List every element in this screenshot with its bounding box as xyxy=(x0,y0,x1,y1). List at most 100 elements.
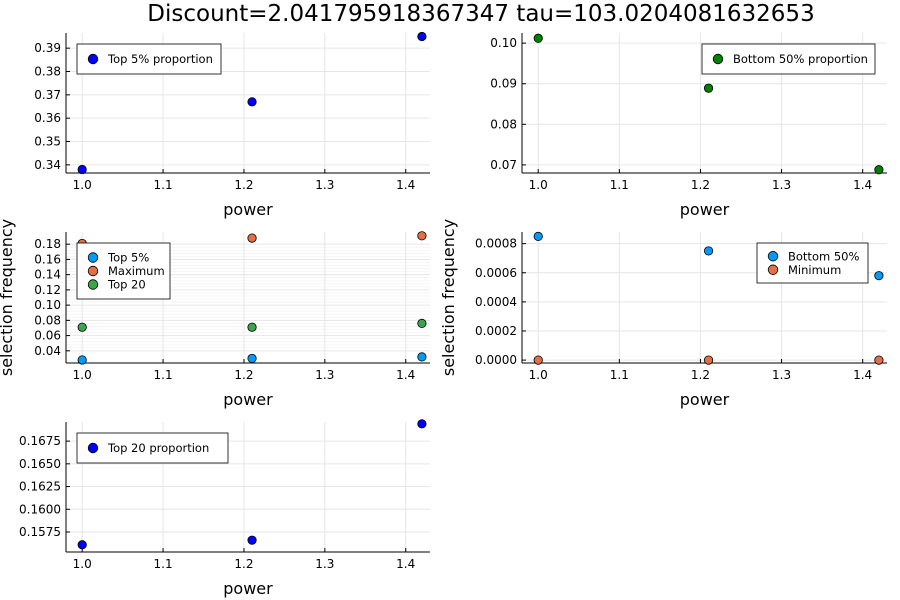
legend-box xyxy=(76,43,222,75)
data-point xyxy=(417,419,427,429)
data-point xyxy=(703,246,714,256)
y-axis-label: selection frequency xyxy=(439,219,458,376)
y-tick-label: 0.04 xyxy=(34,344,61,358)
data-point xyxy=(703,355,714,365)
y-tick-label: 0.0006 xyxy=(475,266,517,280)
x-axis-label: power xyxy=(223,579,273,598)
y-tick-label: 0.0002 xyxy=(475,324,517,338)
y-tick-label: 0.34 xyxy=(34,158,61,172)
y-tick-label: 0.0008 xyxy=(475,237,517,251)
y-tick-label: 0.1625 xyxy=(19,480,61,494)
x-tick-label: 1.2 xyxy=(234,178,253,192)
x-tick-label: 1.0 xyxy=(529,178,548,192)
legend-marker xyxy=(87,265,99,277)
data-point xyxy=(247,233,257,243)
legend-label: Bottom 50% proportion xyxy=(733,52,868,66)
data-point xyxy=(703,83,714,93)
data-point xyxy=(417,31,427,42)
y-tick-label: 0.1650 xyxy=(19,457,61,471)
data-point xyxy=(874,271,884,281)
y-tick-label: 0.0004 xyxy=(475,295,517,309)
y-tick-label: 0.08 xyxy=(490,117,517,131)
x-tick-label: 1.3 xyxy=(772,368,791,382)
x-tick-label: 1.2 xyxy=(691,178,710,192)
x-tick-label: 1.3 xyxy=(772,178,791,192)
data-point xyxy=(874,355,884,365)
x-tick-label: 1.0 xyxy=(73,368,92,382)
x-tick-label: 1.2 xyxy=(234,368,253,382)
legend-label: Top 5% proportion xyxy=(107,52,213,66)
y-tick-label: 0.0000 xyxy=(475,353,517,367)
legend-marker xyxy=(712,53,724,65)
y-tick-label: 0.1575 xyxy=(19,525,61,539)
data-point xyxy=(417,352,427,362)
legend-marker xyxy=(767,264,779,275)
subplot-1: 1.0 1.1 1.2 1.3 1.4 0.34 0.35 0.36 0.37 0.38 0.39 p… xyxy=(34,31,430,219)
y-tick-label: 0.39 xyxy=(34,41,61,55)
x-axis-label: power xyxy=(680,200,730,219)
legend-box xyxy=(756,242,869,284)
subplot-4: 1.0 1.1 1.2 1.3 1.4 0.0000 0.0002 0.0004 0.0006 0… xyxy=(439,219,887,409)
x-tick-label: 1.4 xyxy=(853,178,872,192)
x-tick-label: 1.1 xyxy=(154,557,173,571)
x-tick-label: 1.1 xyxy=(154,178,173,192)
y-tick-label: 0.38 xyxy=(34,65,61,79)
y-tick-label: 0.37 xyxy=(34,88,61,102)
y-tick-label: 0.08 xyxy=(34,313,61,327)
legend-marker xyxy=(87,53,99,65)
legend-box xyxy=(701,43,876,75)
subplot-2: 1.0 1.1 1.2 1.3 1.4 0.07 0.08 0.09 0.10 power Bott… xyxy=(490,33,887,219)
x-tick-label: 1.4 xyxy=(396,368,415,382)
data-point xyxy=(533,231,543,241)
legend: Top 5% proportion xyxy=(76,43,222,75)
legend-label: Top 20 xyxy=(107,278,146,292)
x-tick-label: 1.3 xyxy=(315,178,334,192)
y-tick-label: 0.1675 xyxy=(19,434,61,448)
x-axis-label: power xyxy=(680,390,730,409)
legend: Top 20 proportion xyxy=(76,432,229,464)
y-tick-label: 0.10 xyxy=(34,298,61,312)
x-tick-label: 1.1 xyxy=(154,368,173,382)
legend-marker xyxy=(87,252,99,263)
x-tick-label: 1.3 xyxy=(315,368,334,382)
y-tick-label: 0.14 xyxy=(34,268,61,282)
y-tick-label: 0.35 xyxy=(34,135,61,149)
data-point xyxy=(247,322,257,332)
y-tick-label: 0.10 xyxy=(490,36,517,50)
data-point xyxy=(77,355,87,365)
legend-marker xyxy=(87,442,99,454)
legend-label: Top 20 proportion xyxy=(107,441,209,455)
legend-label: Maximum xyxy=(108,264,165,278)
subplot-5: 1.0 1.1 1.2 1.3 1.4 0.1575 0.1600 0.1625 0.1650 0… xyxy=(19,419,430,598)
data-point xyxy=(247,535,257,545)
data-point xyxy=(417,318,427,328)
x-tick-label: 1.0 xyxy=(73,557,92,571)
data-point xyxy=(533,355,543,365)
data-point xyxy=(77,540,87,550)
data-point xyxy=(874,165,884,175)
x-tick-label: 1.2 xyxy=(691,368,710,382)
x-tick-label: 1.1 xyxy=(610,368,629,382)
x-tick-label: 1.4 xyxy=(396,557,415,571)
data-point xyxy=(77,164,87,175)
main-title: Discount=2.041795918367347 tau=103.02040… xyxy=(147,1,814,27)
x-tick-label: 1.3 xyxy=(315,557,334,571)
data-point xyxy=(417,231,427,241)
x-tick-label: 1.0 xyxy=(73,178,92,192)
data-point xyxy=(247,353,257,364)
y-tick-label: 0.09 xyxy=(490,77,517,91)
x-tick-label: 1.4 xyxy=(396,178,415,192)
x-tick-label: 1.1 xyxy=(610,178,629,192)
subplot-3: 1.0 1.1 1.2 1.3 1.4 0.040.06 0.080.100.120.14 0… xyxy=(0,219,430,409)
legend-label: Top 5% xyxy=(107,251,149,265)
y-axis-label: selection frequency xyxy=(0,219,16,376)
y-tick-label: 0.18 xyxy=(34,237,61,251)
y-tick-label: 0.07 xyxy=(490,158,517,172)
y-tick-label: 0.16 xyxy=(34,252,61,266)
data-point xyxy=(533,33,543,43)
legend: Bottom 50% proportion xyxy=(701,43,876,75)
legend-label: Bottom 50% xyxy=(788,249,859,263)
y-tick-label: 0.36 xyxy=(34,111,61,125)
data-point xyxy=(77,322,87,332)
